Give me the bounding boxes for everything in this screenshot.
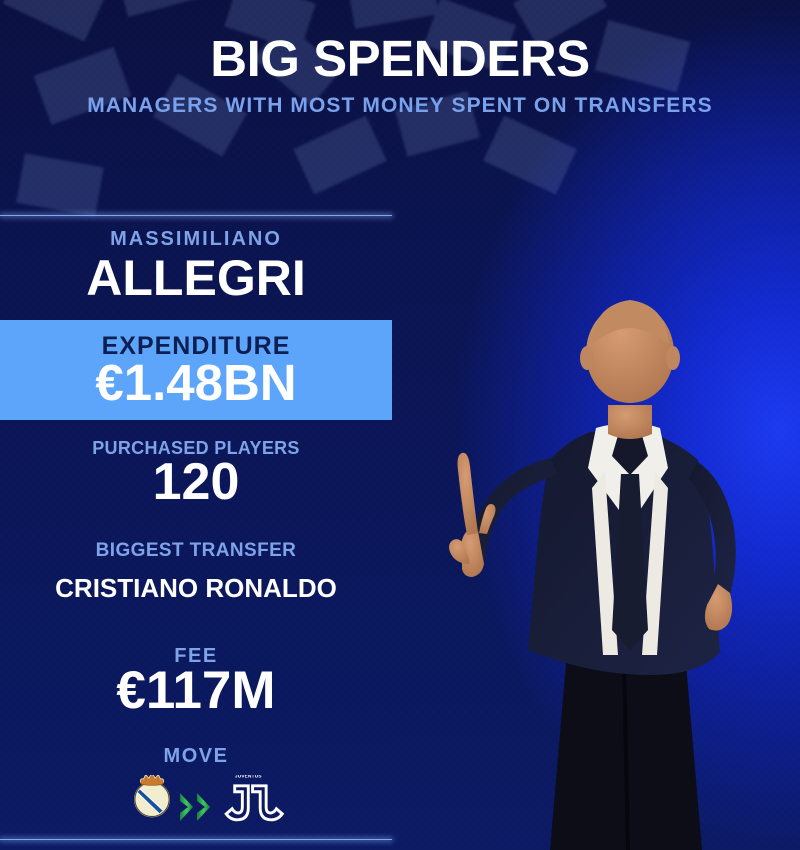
svg-text:JUVENTUS: JUVENTUS: [235, 775, 262, 778]
